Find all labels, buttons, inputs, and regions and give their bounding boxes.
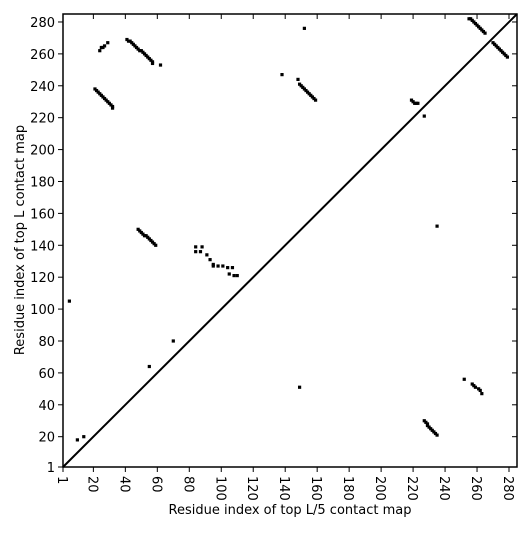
- y-tick-label: 20: [38, 431, 55, 446]
- y-tick-label: 120: [30, 271, 55, 286]
- contact-point: [227, 272, 231, 276]
- contact-point: [232, 273, 236, 278]
- x-tick-label: 140: [276, 476, 291, 501]
- contact-point: [296, 77, 300, 81]
- x-tick-label: 20: [84, 476, 99, 493]
- x-tick-label: 1: [54, 476, 69, 484]
- contact-point: [82, 435, 86, 439]
- contact-point: [147, 364, 151, 369]
- contact-point: [473, 385, 478, 389]
- x-tick-label: 260: [468, 476, 483, 501]
- contact-point: [478, 388, 482, 393]
- contact-point: [98, 49, 102, 53]
- contact-point: [235, 273, 239, 278]
- contact-point: [75, 438, 79, 442]
- y-tick-label: 180: [30, 175, 55, 190]
- x-tick-label: 40: [116, 476, 131, 493]
- contact-point: [198, 250, 203, 254]
- y-axis-label: Residue index of top L contact map: [13, 125, 28, 355]
- x-tick-label: 240: [436, 476, 451, 501]
- contact-point: [154, 243, 158, 247]
- contact-point: [211, 264, 215, 268]
- diagonal-line: [62, 13, 518, 468]
- contact-point: [280, 73, 284, 77]
- y-tick-label: 100: [30, 303, 55, 318]
- contact-point: [205, 253, 209, 257]
- y-tick-label: 200: [30, 144, 55, 159]
- y-tick-label: 240: [30, 80, 55, 95]
- y-tick-label: 40: [38, 399, 55, 414]
- x-tick-label: 180: [340, 476, 355, 501]
- contact-point: [194, 250, 198, 254]
- x-tick-label: 200: [372, 476, 387, 501]
- y-tick-label: 260: [30, 48, 55, 63]
- y-tick-label: 160: [30, 207, 55, 222]
- contact-point: [480, 392, 484, 396]
- x-tick-label: 160: [308, 476, 323, 501]
- x-tick-label: 80: [180, 476, 195, 493]
- contact-point: [194, 245, 198, 249]
- x-tick-label: 120: [244, 476, 259, 501]
- y-tick-label: 60: [38, 367, 55, 382]
- x-axis-label: Residue index of top L/5 contact map: [169, 503, 412, 518]
- contact-point: [422, 114, 426, 118]
- contact-point: [226, 266, 230, 270]
- contact-point: [171, 339, 175, 343]
- x-tick-label: 280: [500, 476, 515, 501]
- contact-point: [435, 224, 439, 228]
- contact-point: [462, 377, 466, 381]
- contact-point: [110, 106, 115, 110]
- contact-point: [67, 299, 71, 303]
- contact-point: [200, 245, 204, 249]
- y-tick-label: 80: [38, 335, 55, 350]
- contact-point: [208, 258, 212, 262]
- contact-point: [416, 101, 420, 105]
- x-tick-label: 60: [148, 476, 163, 493]
- contact-point: [216, 264, 220, 268]
- contact-point: [102, 44, 107, 48]
- y-tick-label: 280: [30, 16, 55, 31]
- y-tick-label: 140: [30, 239, 55, 254]
- x-tick-label: 100: [212, 476, 227, 501]
- contact-point: [435, 433, 439, 437]
- contact-point: [150, 61, 155, 66]
- contact-point: [221, 264, 225, 268]
- plot-frame: [62, 13, 518, 468]
- contact-point: [505, 55, 510, 59]
- contact-point: [106, 41, 110, 45]
- contact-point: [313, 98, 318, 102]
- contact-point: [230, 266, 235, 270]
- contact-point: [297, 385, 302, 389]
- y-tick-label: 220: [30, 112, 55, 127]
- contact-point: [302, 26, 306, 30]
- contact-point: [158, 63, 163, 67]
- contact-point: [483, 31, 487, 35]
- x-tick-label: 220: [404, 476, 419, 501]
- y-tick-label: 1: [47, 461, 55, 476]
